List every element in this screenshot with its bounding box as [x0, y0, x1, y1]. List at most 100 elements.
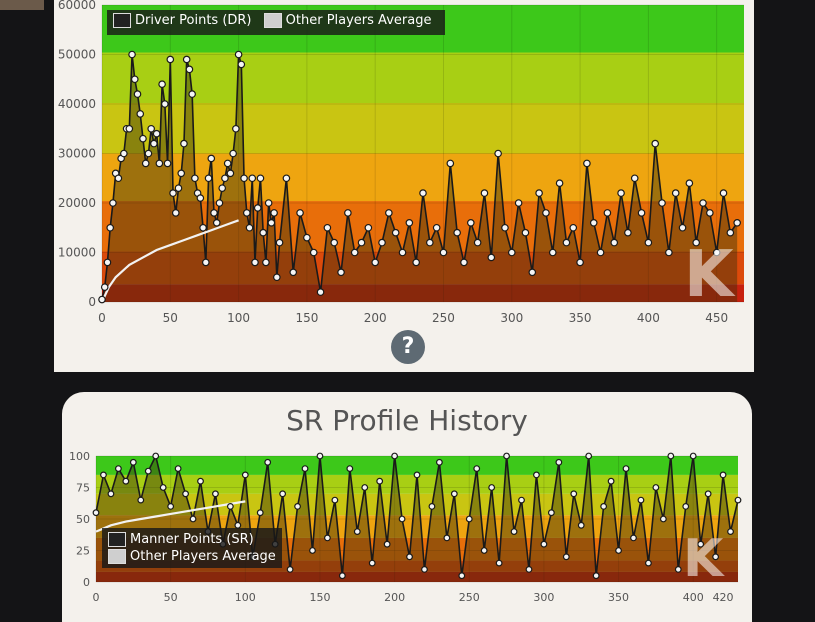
data-point[interactable] — [129, 458, 137, 466]
data-point[interactable] — [514, 199, 523, 207]
data-point[interactable] — [432, 223, 441, 232]
data-point[interactable] — [421, 565, 428, 573]
data-point[interactable] — [699, 199, 707, 207]
data-point[interactable] — [107, 490, 115, 498]
data-point[interactable] — [346, 465, 354, 472]
data-point[interactable] — [368, 559, 376, 567]
data-point[interactable] — [665, 248, 673, 257]
data-point[interactable] — [303, 233, 311, 242]
data-point[interactable] — [331, 496, 339, 504]
data-point[interactable] — [503, 452, 510, 460]
data-point[interactable] — [330, 238, 339, 247]
data-point[interactable] — [383, 540, 391, 548]
data-point[interactable] — [428, 502, 436, 510]
data-point[interactable] — [569, 223, 578, 232]
data-point[interactable] — [289, 268, 298, 277]
data-point[interactable] — [480, 189, 489, 197]
data-point[interactable] — [177, 169, 186, 178]
data-point[interactable] — [555, 179, 564, 188]
data-point[interactable] — [692, 238, 700, 247]
data-point[interactable] — [528, 268, 537, 277]
data-point[interactable] — [166, 55, 175, 64]
legend-item-other-average[interactable]: Other Players Average — [263, 13, 431, 28]
data-point[interactable] — [704, 490, 712, 498]
data-point[interactable] — [357, 238, 366, 247]
data-point[interactable] — [309, 547, 316, 554]
data-point[interactable] — [577, 521, 585, 529]
data-point[interactable] — [212, 219, 221, 227]
data-point[interactable] — [199, 223, 207, 232]
data-point[interactable] — [251, 258, 259, 267]
data-point[interactable] — [133, 90, 142, 98]
data-point[interactable] — [494, 149, 502, 158]
data-point[interactable] — [637, 209, 646, 217]
data-point[interactable] — [733, 219, 741, 227]
data-point[interactable] — [237, 60, 246, 69]
data-point[interactable] — [697, 540, 705, 548]
data-point[interactable] — [645, 559, 652, 567]
data-point[interactable] — [282, 174, 291, 183]
data-point[interactable] — [202, 258, 210, 267]
data-point[interactable] — [286, 565, 294, 573]
data-point[interactable] — [473, 238, 482, 247]
data-point[interactable] — [262, 258, 270, 267]
data-point[interactable] — [324, 534, 331, 542]
data-point[interactable] — [150, 139, 158, 148]
data-point[interactable] — [719, 189, 728, 197]
data-point[interactable] — [617, 189, 625, 197]
data-point[interactable] — [223, 159, 232, 168]
data-point[interactable] — [180, 139, 188, 148]
data-point[interactable] — [275, 238, 284, 247]
data-point[interactable] — [316, 288, 325, 296]
data-point[interactable] — [487, 253, 496, 262]
data-point[interactable] — [419, 189, 427, 197]
data-point[interactable] — [196, 194, 205, 202]
data-point[interactable] — [458, 572, 466, 580]
data-point[interactable] — [630, 174, 639, 183]
data-point[interactable] — [535, 189, 543, 197]
data-point[interactable] — [652, 484, 660, 491]
data-point[interactable] — [364, 223, 373, 232]
data-point[interactable] — [607, 477, 615, 485]
data-point[interactable] — [259, 228, 267, 237]
data-point[interactable] — [525, 565, 533, 573]
data-point[interactable] — [92, 509, 100, 517]
data-point[interactable] — [189, 515, 197, 523]
data-point[interactable] — [727, 528, 734, 536]
data-point[interactable] — [337, 268, 345, 277]
data-point[interactable] — [210, 209, 218, 217]
data-point[interactable] — [376, 477, 384, 485]
data-point[interactable] — [712, 248, 721, 257]
data-point[interactable] — [158, 80, 166, 89]
data-point[interactable] — [270, 209, 278, 217]
data-point[interactable] — [174, 184, 183, 192]
data-point[interactable] — [706, 209, 714, 217]
data-point[interactable] — [106, 223, 114, 232]
data-point[interactable] — [412, 258, 420, 267]
data-point[interactable] — [294, 502, 301, 510]
data-point[interactable] — [136, 110, 145, 118]
data-point[interactable] — [518, 496, 525, 504]
data-point[interactable] — [215, 199, 224, 207]
data-point[interactable] — [734, 496, 742, 504]
data-point[interactable] — [589, 219, 598, 227]
data-point[interactable] — [159, 484, 167, 491]
data-point[interactable] — [264, 199, 273, 207]
legend-item-other-average[interactable]: Other Players Average — [108, 549, 276, 564]
data-point[interactable] — [279, 490, 287, 498]
data-point[interactable] — [234, 50, 243, 59]
data-point[interactable] — [191, 174, 199, 183]
data-point[interactable] — [689, 452, 697, 460]
data-point[interactable] — [542, 209, 550, 217]
data-point[interactable] — [267, 219, 276, 227]
data-point[interactable] — [309, 248, 318, 257]
data-point[interactable] — [667, 452, 675, 460]
data-point[interactable] — [592, 572, 600, 580]
data-point[interactable] — [435, 458, 443, 466]
data-point[interactable] — [122, 477, 130, 485]
data-point[interactable] — [256, 509, 264, 517]
data-point[interactable] — [139, 134, 147, 143]
data-point[interactable] — [185, 65, 194, 74]
data-point[interactable] — [338, 572, 346, 580]
data-point[interactable] — [114, 174, 123, 183]
